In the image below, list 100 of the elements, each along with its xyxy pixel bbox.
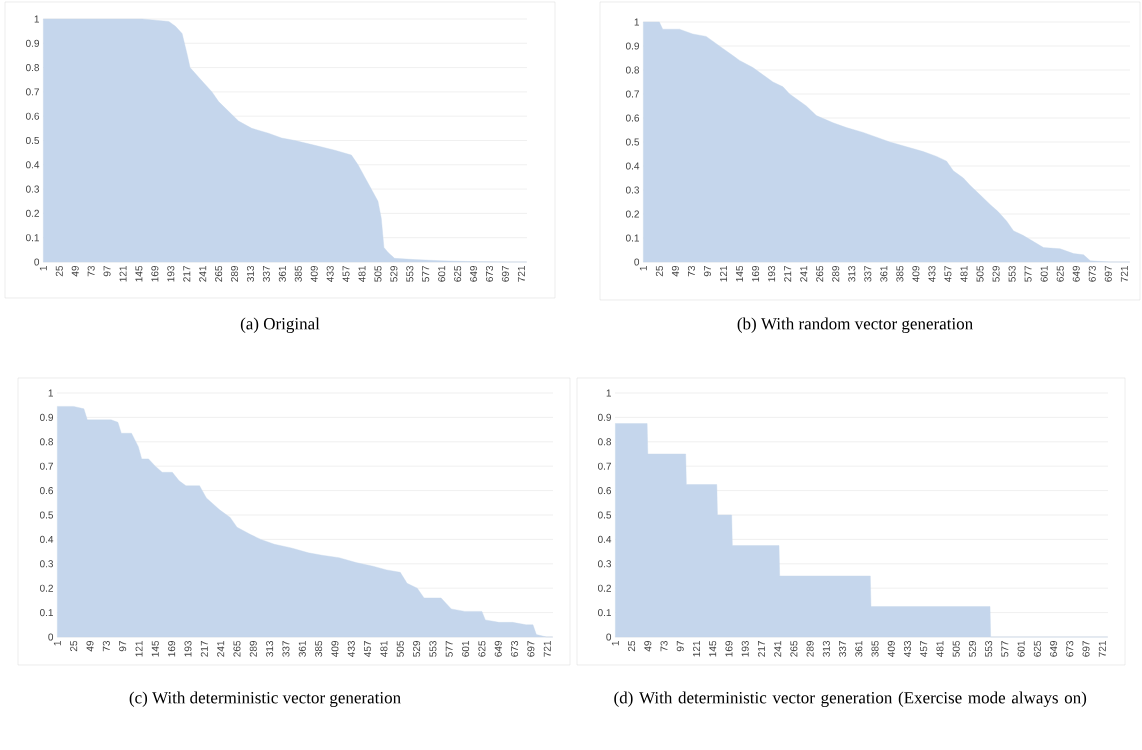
- x-tick-label: 97: [703, 266, 712, 277]
- x-tick-label: 457: [342, 266, 350, 282]
- x-tick-label: 337: [262, 266, 270, 282]
- x-tick-label: 505: [952, 640, 960, 657]
- x-tick-label: 553: [429, 640, 437, 657]
- x-tick-label: 553: [406, 265, 414, 282]
- x-tick-label: 169: [725, 641, 733, 657]
- x-tick-label: 697: [1104, 266, 1112, 282]
- y-tick-label: 0.2: [597, 584, 611, 592]
- x-tick-label: 265: [233, 640, 241, 657]
- text: (a) Original: [240, 317, 320, 333]
- y-tick-label: 0.1: [39, 609, 53, 617]
- x-tick-label: 241: [199, 266, 207, 282]
- x-tick-label: 73: [687, 265, 695, 277]
- x-tick-label: 673: [1066, 640, 1074, 657]
- y-tick-label: 0.5: [597, 511, 612, 519]
- y-tick-label: 0.7: [25, 88, 39, 96]
- y-tick-label: 0.4: [597, 535, 612, 543]
- x-tick-label: 121: [720, 266, 727, 282]
- x-tick-label: 217: [200, 641, 208, 657]
- y-tick-label: 0.9: [39, 413, 54, 421]
- x-tick-label: 25: [628, 640, 636, 652]
- x-tick-label: 49: [86, 641, 94, 652]
- x-tick-label: 697: [1082, 641, 1090, 657]
- x-tick-label: 577: [1024, 266, 1032, 282]
- x-tick-label: 433: [326, 265, 334, 282]
- x-tick-label: 649: [1072, 266, 1080, 282]
- y-tick-label: 1: [48, 389, 53, 397]
- x-tick-label: 25: [655, 265, 663, 277]
- x-tick-label: 241: [800, 266, 808, 282]
- x-tick-label: 577: [445, 641, 453, 657]
- x-tick-label: 25: [70, 640, 78, 652]
- x-tick-label: 505: [976, 265, 984, 282]
- y-tick-label: 0.9: [625, 42, 640, 50]
- y-tick-label: 0.5: [39, 511, 54, 519]
- y-tick-label: 0.5: [25, 136, 40, 145]
- text: (b) With random vector generation: [737, 317, 973, 333]
- x-tick-label: 601: [1017, 641, 1025, 657]
- y-tick-label: 0.6: [39, 487, 54, 495]
- y-tick-label: 0.4: [25, 161, 40, 169]
- x-tick-label: 289: [249, 641, 257, 657]
- text: (c) With deterministic vector generation: [129, 691, 401, 707]
- x-tick-label: 1: [639, 266, 647, 271]
- x-tick-label: 457: [364, 641, 372, 657]
- y-tick-label: 0.8: [597, 438, 612, 446]
- x-tick-label: 649: [470, 266, 478, 282]
- x-tick-label: 217: [183, 266, 191, 282]
- x-tick-label: 385: [896, 265, 904, 282]
- x-tick-label: 145: [736, 265, 744, 282]
- x-tick-label: 25: [55, 265, 63, 277]
- x-tick-label: 1: [53, 641, 61, 646]
- x-tick-label: 505: [374, 265, 382, 282]
- y-tick-label: 0.4: [625, 162, 640, 170]
- x-tick-label: 721: [1120, 266, 1128, 282]
- x-tick-label: 289: [231, 266, 239, 282]
- x-tick-label: 697: [527, 641, 535, 657]
- y-tick-label: 0.8: [625, 66, 640, 74]
- x-tick-label: 409: [912, 266, 920, 282]
- x-tick-label: 385: [315, 640, 323, 657]
- x-tick-label: 481: [380, 641, 388, 657]
- x-tick-label: 193: [741, 640, 749, 657]
- x-tick-label: 529: [968, 641, 976, 657]
- x-tick-label: 73: [87, 265, 95, 277]
- x-tick-label: 145: [709, 640, 717, 657]
- y-tick-label: 0.6: [25, 112, 40, 120]
- y-tick-label: 0.6: [597, 487, 612, 495]
- x-tick-label: 169: [151, 266, 159, 282]
- x-tick-label: 625: [454, 265, 462, 282]
- y-tick-label: 0.1: [25, 234, 39, 242]
- x-tick-label: 289: [832, 266, 840, 282]
- x-tick-label: 433: [928, 265, 936, 282]
- x-tick-label: 457: [944, 266, 952, 282]
- x-tick-label: 73: [660, 640, 668, 652]
- y-tick-label: 1: [634, 18, 639, 26]
- x-tick-label: 481: [960, 266, 968, 282]
- y-tick-label: 0.6: [625, 114, 640, 122]
- x-tick-label: 361: [278, 266, 286, 282]
- x-tick-label: 625: [1033, 640, 1041, 657]
- y-tick-label: 0.3: [625, 186, 640, 194]
- x-tick-label: 361: [855, 641, 863, 657]
- x-tick-label: 121: [693, 641, 700, 657]
- x-tick-label: 265: [790, 640, 798, 657]
- x-tick-label: 73: [102, 640, 110, 652]
- y-tick-label: 0.4: [39, 535, 54, 543]
- x-tick-label: 697: [501, 266, 509, 282]
- x-tick-label: 673: [1088, 265, 1096, 282]
- x-tick-label: 409: [310, 266, 318, 282]
- x-tick-label: 553: [1008, 265, 1016, 282]
- x-tick-label: 169: [752, 266, 760, 282]
- x-tick-label: 649: [494, 641, 502, 657]
- y-tick-label: 0.9: [25, 39, 40, 47]
- x-tick-label: 577: [422, 266, 430, 282]
- x-tick-label: 529: [992, 266, 1000, 282]
- y-tick-label: 0.1: [597, 609, 611, 617]
- y-tick-label: 0.7: [39, 462, 53, 470]
- x-tick-label: 385: [871, 640, 879, 657]
- y-tick-label: 0.9: [597, 413, 612, 421]
- x-tick-label: 529: [413, 641, 421, 657]
- y-tick-label: 0: [48, 633, 54, 641]
- x-tick-label: 97: [119, 641, 127, 652]
